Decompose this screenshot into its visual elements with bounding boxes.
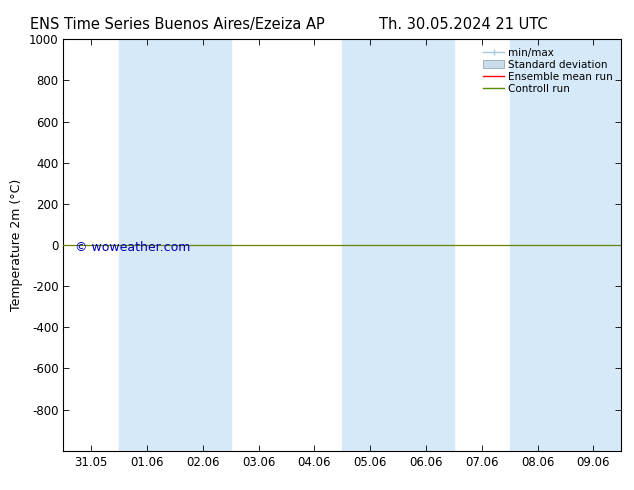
Text: ENS Time Series Buenos Aires/Ezeiza AP: ENS Time Series Buenos Aires/Ezeiza AP — [30, 17, 325, 32]
Text: © woweather.com: © woweather.com — [75, 241, 190, 254]
Bar — [342, 39, 454, 451]
Y-axis label: Temperature 2m (°C): Temperature 2m (°C) — [10, 179, 23, 311]
Legend: min/max, Standard deviation, Ensemble mean run, Controll run: min/max, Standard deviation, Ensemble me… — [480, 45, 616, 97]
Bar — [119, 39, 231, 451]
Text: Th. 30.05.2024 21 UTC: Th. 30.05.2024 21 UTC — [378, 17, 547, 32]
Bar — [510, 39, 621, 451]
